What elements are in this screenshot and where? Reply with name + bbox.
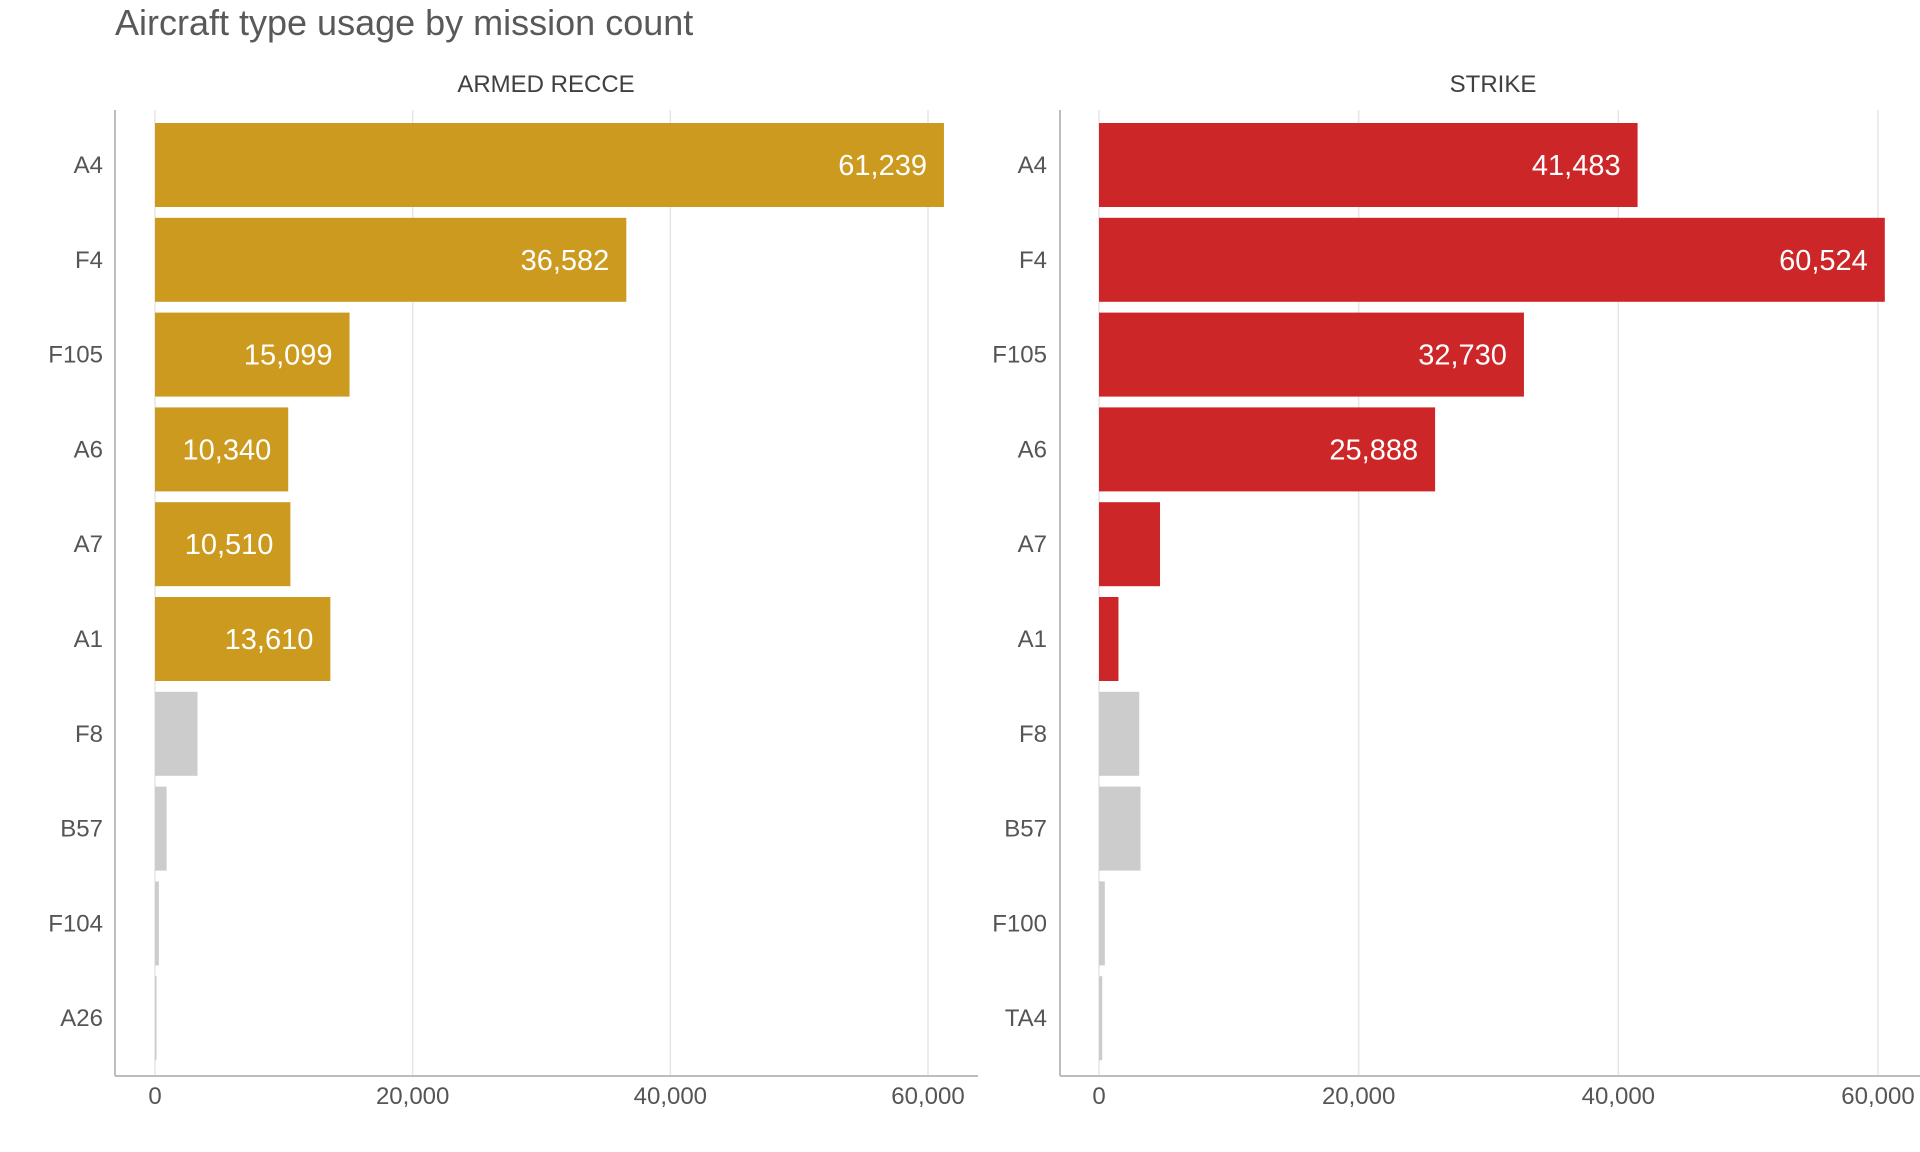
- x-tick-label: 0: [148, 1083, 161, 1110]
- category-label: B57: [60, 816, 103, 843]
- x-tick-label: 20,000: [376, 1083, 449, 1110]
- x-tick-label: 0: [1092, 1083, 1105, 1110]
- bar: [1099, 976, 1103, 1061]
- bar: [155, 786, 167, 871]
- bar: [1099, 312, 1524, 397]
- data-label: 25,888: [1329, 434, 1418, 466]
- bar: [1099, 691, 1140, 776]
- bar: [1099, 786, 1141, 871]
- data-label: 32,730: [1418, 340, 1507, 372]
- bar: [1099, 597, 1119, 681]
- category-label: A1: [1018, 626, 1047, 653]
- data-label: 60,524: [1779, 245, 1868, 277]
- bar: [1099, 407, 1436, 492]
- category-label: A26: [60, 1005, 103, 1032]
- x-tick-label: 20,000: [1322, 1083, 1395, 1110]
- bar: [1099, 502, 1161, 587]
- data-label: 15,099: [244, 340, 333, 372]
- bar: [1099, 881, 1105, 966]
- data-label: 61,239: [838, 150, 927, 182]
- category-label: TA4: [1005, 1005, 1047, 1032]
- facet-title: ARMED RECCE: [457, 71, 634, 98]
- facet-title: STRIKE: [1450, 71, 1537, 98]
- category-label: A4: [1018, 152, 1047, 179]
- chart-title: Aircraft type usage by mission count: [115, 2, 694, 43]
- data-label: 41,483: [1532, 150, 1621, 182]
- data-label: 10,340: [183, 434, 272, 466]
- category-label: B57: [1004, 816, 1047, 843]
- bar: [155, 407, 289, 492]
- category-label: F105: [48, 342, 103, 369]
- bar: [155, 217, 627, 302]
- bar: [155, 502, 291, 587]
- category-label: A4: [74, 152, 103, 179]
- category-label: F8: [1019, 721, 1047, 748]
- category-label: F105: [992, 342, 1047, 369]
- category-label: A7: [1018, 531, 1047, 558]
- category-label: A7: [74, 531, 103, 558]
- category-label: A6: [74, 436, 103, 463]
- category-label: F100: [992, 910, 1047, 937]
- bar: [155, 123, 944, 207]
- bar: [155, 881, 159, 966]
- bar: [1099, 217, 1885, 302]
- bar: [1099, 123, 1638, 207]
- bar: [155, 976, 157, 1061]
- bar: [155, 597, 331, 681]
- data-label: 13,610: [225, 624, 314, 656]
- data-label: 36,582: [521, 245, 610, 277]
- x-tick-label: 60,000: [891, 1083, 964, 1110]
- x-tick-label: 60,000: [1841, 1083, 1914, 1110]
- category-label: F4: [75, 247, 103, 274]
- x-tick-label: 40,000: [1582, 1083, 1655, 1110]
- category-label: A6: [1018, 436, 1047, 463]
- data-label: 10,510: [185, 529, 274, 561]
- bar: [155, 312, 350, 397]
- category-label: F104: [48, 910, 103, 937]
- category-label: F4: [1019, 247, 1047, 274]
- category-label: A1: [74, 626, 103, 653]
- x-tick-label: 40,000: [634, 1083, 707, 1110]
- category-label: F8: [75, 721, 103, 748]
- bar: [155, 691, 198, 776]
